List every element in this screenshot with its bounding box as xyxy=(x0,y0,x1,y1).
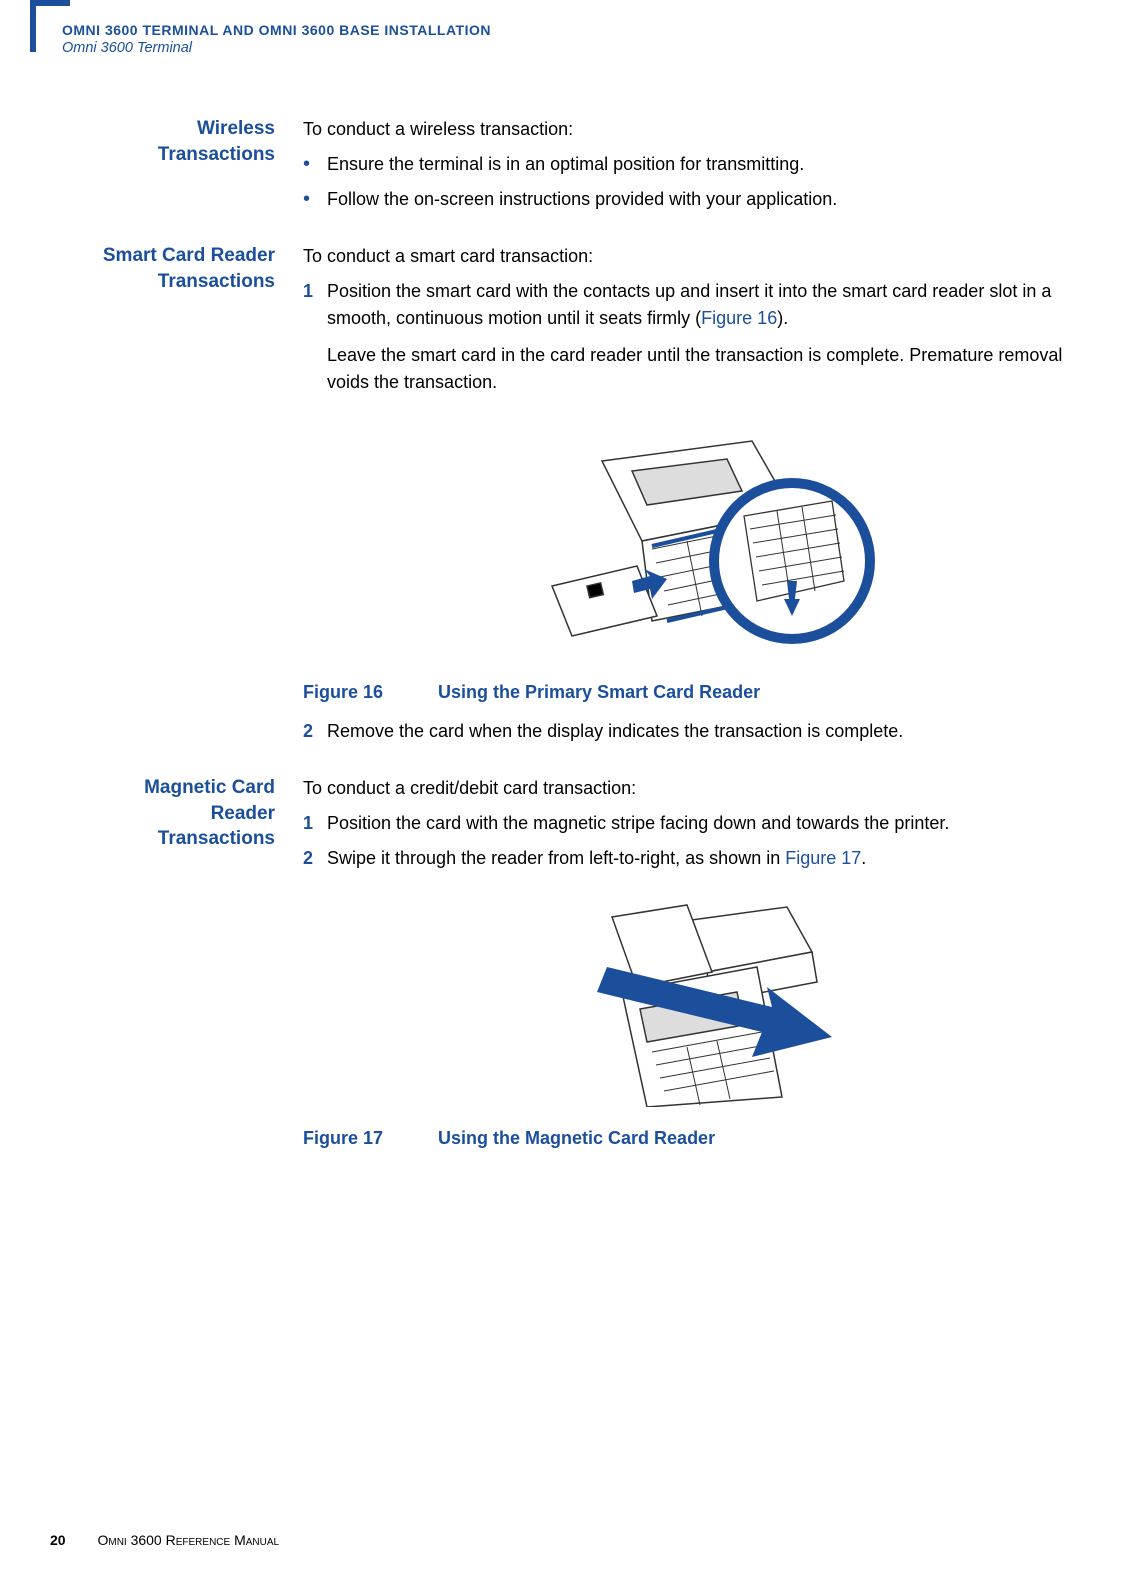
section-magnetic: Magnetic CardReaderTransactions To condu… xyxy=(50,775,1081,1164)
body-smartcard: To conduct a smart card transaction: 1 P… xyxy=(303,243,1081,753)
step-text: Position the smart card with the contact… xyxy=(327,278,1081,332)
step-item: 1 Position the card with the magnetic st… xyxy=(303,810,1081,837)
step-text-pre: Swipe it through the reader from left-to… xyxy=(327,848,785,868)
page-footer: 20 Omni 3600 Reference Manual xyxy=(50,1532,279,1548)
step-number: 2 xyxy=(303,718,327,745)
smart-card-reader-illustration xyxy=(492,421,892,661)
intro-text: To conduct a smart card transaction: xyxy=(303,243,1081,270)
note-text: Leave the smart card in the card reader … xyxy=(327,342,1081,396)
body-magnetic: To conduct a credit/debit card transacti… xyxy=(303,775,1081,1164)
bullet-item: • Ensure the terminal is in an optimal p… xyxy=(303,151,1081,178)
header-chapter-title: Omni 3600 Terminal and Omni 3600 Base In… xyxy=(62,22,1081,38)
figure-title: Using the Magnetic Card Reader xyxy=(438,1128,715,1148)
step-text: Remove the card when the display indicat… xyxy=(327,718,1081,745)
bullet-marker: • xyxy=(303,151,327,178)
figure-17-caption: Figure 17 Using the Magnetic Card Reader xyxy=(303,1125,1081,1152)
step-number: 2 xyxy=(303,845,327,872)
step-number: 1 xyxy=(303,278,327,332)
footer-doc-title: Omni 3600 Reference Manual xyxy=(97,1532,279,1548)
figure-17 xyxy=(303,897,1081,1107)
magnetic-card-reader-illustration xyxy=(512,897,872,1107)
header-corner-vertical xyxy=(30,0,36,52)
step-text-pre: Position the smart card with the contact… xyxy=(327,281,1051,328)
heading-text: Smart Card ReaderTransactions xyxy=(103,245,275,292)
intro-text: To conduct a wireless transaction: xyxy=(303,116,1081,143)
figure-title: Using the Primary Smart Card Reader xyxy=(438,682,760,702)
step-item: 2 Swipe it through the reader from left-… xyxy=(303,845,1081,872)
body-wireless: To conduct a wireless transaction: • Ens… xyxy=(303,116,1081,221)
header-corner-horizontal xyxy=(30,0,70,6)
heading-magnetic: Magnetic CardReaderTransactions xyxy=(50,775,303,1164)
header-section-title: Omni 3600 Terminal xyxy=(62,40,1081,56)
bullet-text: Follow the on-screen instructions provid… xyxy=(327,186,1081,213)
figure-link-16[interactable]: Figure 16 xyxy=(701,308,777,328)
main-content: WirelessTransactions To conduct a wirele… xyxy=(50,116,1081,1164)
bullet-marker: • xyxy=(303,186,327,213)
step-text: Position the card with the magnetic stri… xyxy=(327,810,1081,837)
step-item: 1 Position the smart card with the conta… xyxy=(303,278,1081,332)
page: Omni 3600 Terminal and Omni 3600 Base In… xyxy=(0,0,1141,1578)
section-wireless: WirelessTransactions To conduct a wirele… xyxy=(50,116,1081,221)
figure-16-caption: Figure 16 Using the Primary Smart Card R… xyxy=(303,679,1081,706)
page-number: 20 xyxy=(50,1532,66,1548)
heading-wireless: WirelessTransactions xyxy=(50,116,303,221)
figure-number: Figure 16 xyxy=(303,679,433,706)
step-text-post: ). xyxy=(777,308,788,328)
step-number: 1 xyxy=(303,810,327,837)
heading-text: WirelessTransactions xyxy=(158,118,275,165)
section-smartcard: Smart Card ReaderTransactions To conduct… xyxy=(50,243,1081,753)
bullet-item: • Follow the on-screen instructions prov… xyxy=(303,186,1081,213)
running-header: Omni 3600 Terminal and Omni 3600 Base In… xyxy=(62,20,1081,56)
step-text: Swipe it through the reader from left-to… xyxy=(327,845,1081,872)
figure-16 xyxy=(303,421,1081,661)
step-text-post: . xyxy=(861,848,866,868)
step-item: 2 Remove the card when the display indic… xyxy=(303,718,1081,745)
figure-number: Figure 17 xyxy=(303,1125,433,1152)
intro-text: To conduct a credit/debit card transacti… xyxy=(303,775,1081,802)
heading-smartcard: Smart Card ReaderTransactions xyxy=(50,243,303,753)
bullet-text: Ensure the terminal is in an optimal pos… xyxy=(327,151,1081,178)
figure-link-17[interactable]: Figure 17 xyxy=(785,848,861,868)
heading-text: Magnetic CardReaderTransactions xyxy=(144,777,275,849)
